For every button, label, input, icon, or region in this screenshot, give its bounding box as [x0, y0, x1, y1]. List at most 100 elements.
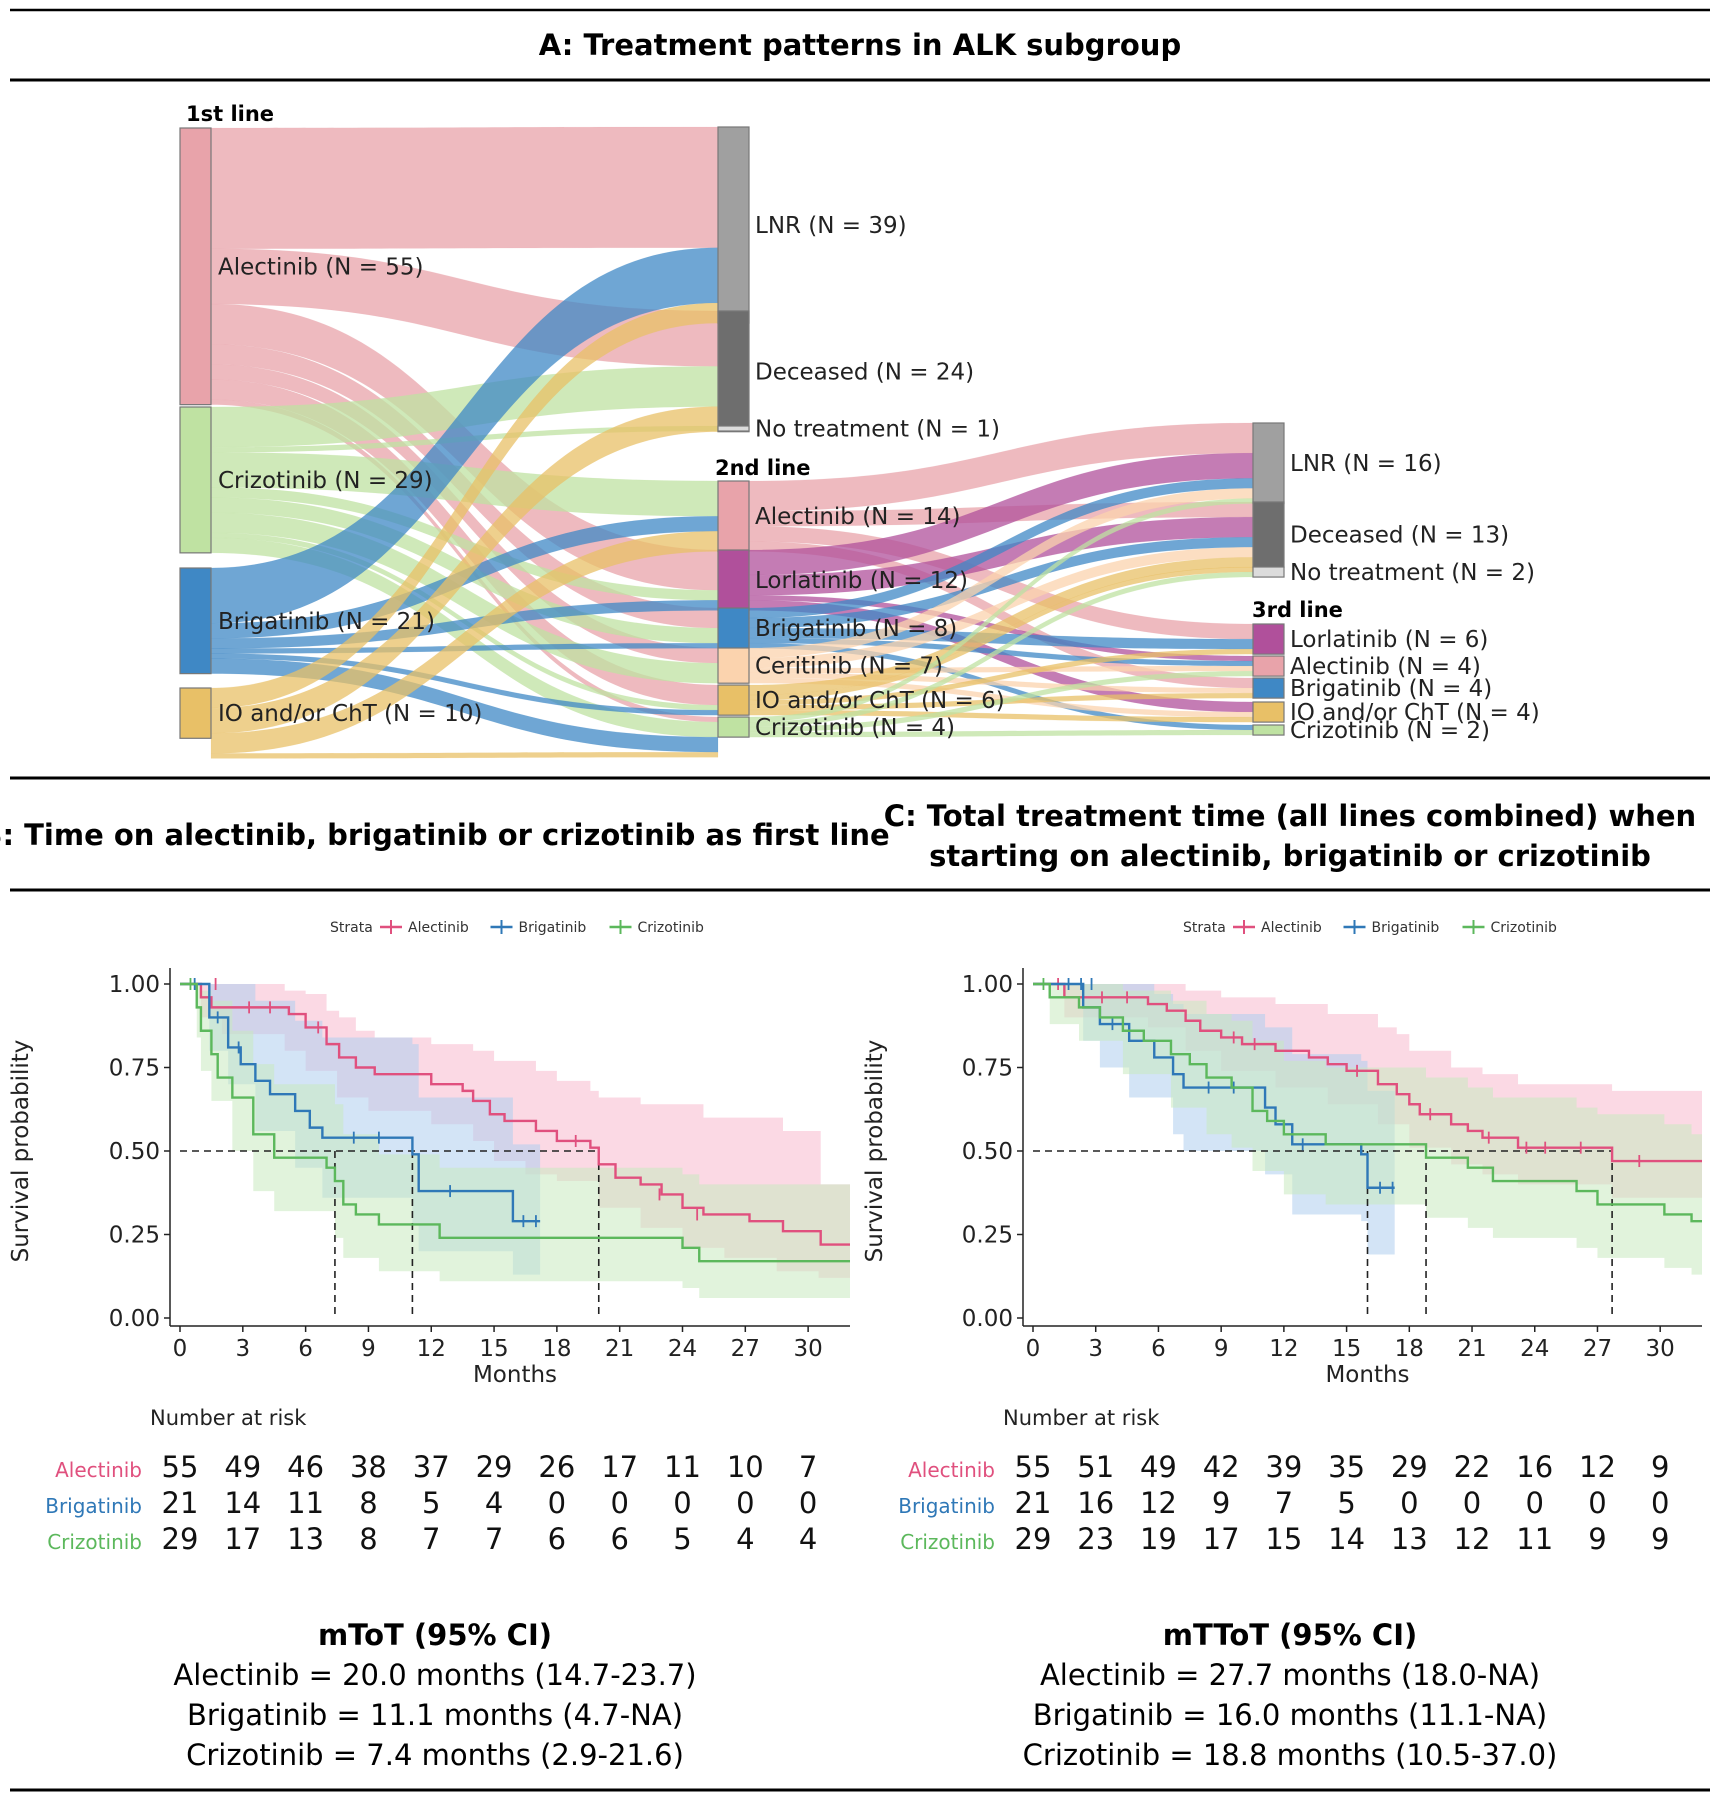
risk-value: 4	[736, 1522, 754, 1556]
sankey-label-brigatinib: Brigatinib (N = 21)	[218, 609, 435, 635]
x-tick-label: 21	[1457, 1336, 1486, 1362]
sankey-nodes: Alectinib (N = 55) Crizotinib (N = 29) Bri…	[179, 126, 1540, 744]
risk-value: 5	[1337, 1486, 1355, 1520]
panel-b-summary-crizotinib: Crizotinib = 7.4 months (2.9-21.6)	[186, 1738, 684, 1772]
sankey-flow	[210, 751, 719, 759]
risk-value: 6	[548, 1522, 566, 1556]
y-axis-label: Survival probability	[862, 1040, 888, 1263]
sankey-flows	[210, 126, 1254, 759]
risk-value: 49	[1140, 1450, 1177, 1484]
x-tick-label: 12	[1269, 1336, 1298, 1362]
panel-c-summary-title: mTToT (95% CI)	[1163, 1618, 1418, 1652]
risk-value: 0	[1526, 1486, 1544, 1520]
km-curve-alectinib	[180, 982, 850, 1246]
risk-value: 16	[1077, 1486, 1114, 1520]
sankey-label-notreat: No treatment (N = 1)	[755, 417, 1000, 443]
risk-value: 0	[673, 1486, 691, 1520]
risk-value: 29	[476, 1450, 513, 1484]
risk-value: 29	[1015, 1522, 1052, 1556]
risk-table-title: Number at risk	[1003, 1406, 1160, 1430]
x-tick-label: 12	[417, 1336, 446, 1362]
y-tick-label: 0.75	[109, 1056, 160, 1082]
sankey-node-io	[179, 687, 212, 739]
sankey-diagram: Alectinib (N = 55) Crizotinib (N = 29) Bri…	[179, 102, 1540, 759]
ci-band-crizotinib	[180, 984, 850, 1298]
sankey-label-brigatinib: Brigatinib (N = 4)	[1290, 676, 1492, 702]
risk-value: 22	[1454, 1450, 1491, 1484]
x-tick-label: 3	[235, 1336, 250, 1362]
header-third-line: 3rd line	[1252, 598, 1343, 622]
panel-b-summary-brigatinib: Brigatinib = 11.1 months (4.7-NA)	[187, 1698, 683, 1732]
risk-value: 21	[1015, 1486, 1052, 1520]
x-tick-label: 0	[173, 1336, 188, 1362]
y-tick-label: 0.50	[109, 1139, 160, 1165]
sankey-label-crizotinib: Crizotinib (N = 29)	[218, 468, 433, 494]
sankey-node-alectinib	[179, 127, 212, 406]
risk-value: 12	[1140, 1486, 1177, 1520]
risk-value: 9	[1588, 1522, 1606, 1556]
y-tick-label: 0.00	[109, 1306, 160, 1332]
risk-value: 5	[673, 1522, 691, 1556]
risk-value: 0	[1588, 1486, 1606, 1520]
panel-c-summary-alectinib: Alectinib = 27.7 months (18.0-NA)	[1040, 1658, 1540, 1692]
km-plot-c: Strata Alectinib Brigatinib Crizotinib 0.00 0…	[862, 920, 1702, 1556]
risk-value: 9	[1651, 1522, 1669, 1556]
sankey-label-crizotinib: Crizotinib (N = 2)	[1290, 718, 1490, 744]
sankey-node-deceased	[1252, 501, 1285, 568]
sankey-label-alectinib: Alectinib (N = 4)	[1290, 654, 1481, 680]
risk-value: 9	[1212, 1486, 1230, 1520]
sankey-node-brigatinib	[179, 567, 212, 675]
legend-label-crizotinib: Crizotinib	[638, 920, 704, 936]
risk-value: 35	[1328, 1450, 1365, 1484]
x-tick-label: 15	[479, 1336, 508, 1362]
y-tick-label: 0.25	[109, 1223, 160, 1249]
x-tick-label: 18	[1395, 1336, 1424, 1362]
x-tick-label: 27	[1583, 1336, 1612, 1362]
risk-value: 38	[350, 1450, 387, 1484]
legend-label-brigatinib: Brigatinib	[519, 920, 587, 936]
risk-value: 37	[413, 1450, 450, 1484]
x-tick-label: 27	[731, 1336, 760, 1362]
panel-c-title-line2: starting on alectinib, brigatinib or cri…	[929, 839, 1651, 873]
sankey-node-ceritinib	[717, 647, 750, 684]
risk-value: 4	[799, 1522, 817, 1556]
risk-value: 13	[1391, 1522, 1428, 1556]
risk-value: 23	[1077, 1522, 1114, 1556]
km-plot-b: Strata Alectinib Brigatinib Crizotinib 0.00 0…	[8, 920, 850, 1556]
y-axis-label: Survival probability	[8, 1040, 34, 1263]
x-tick-label: 15	[1332, 1336, 1361, 1362]
risk-row-label-alectinib: Alectinib	[55, 1458, 142, 1482]
sankey-node-crizotinib	[717, 716, 750, 738]
risk-value: 14	[224, 1486, 261, 1520]
risk-row-label-brigatinib: Brigatinib	[45, 1494, 142, 1518]
risk-value: 0	[799, 1486, 817, 1520]
sankey-label-brigatinib: Brigatinib (N = 8)	[755, 616, 957, 642]
sankey-node-lnr	[717, 126, 750, 324]
sankey-label-notreat: No treatment (N = 2)	[1290, 560, 1535, 586]
risk-value: 4	[485, 1486, 503, 1520]
y-tick-label: 0.50	[962, 1139, 1013, 1165]
sankey-label-deceased: Deceased (N = 24)	[755, 359, 974, 385]
sankey-flow	[210, 126, 719, 249]
risk-row-label-crizotinib: Crizotinib	[47, 1530, 142, 1554]
sankey-node-lorlatinib	[717, 549, 750, 611]
risk-value: 55	[162, 1450, 199, 1484]
risk-value: 12	[1579, 1450, 1616, 1484]
sankey-node-brigatinib	[717, 607, 750, 649]
sankey-label-lnr: LNR (N = 39)	[755, 213, 907, 239]
risk-value: 26	[538, 1450, 575, 1484]
sankey-label-lorlatinib: Lorlatinib (N = 6)	[1290, 627, 1488, 653]
x-tick-label: 0	[1026, 1336, 1041, 1362]
panel-b-title: B: Time on alectinib, brigatinib or criz…	[0, 818, 890, 852]
km-curve-brigatinib	[1033, 982, 1395, 1189]
risk-value: 17	[224, 1522, 261, 1556]
x-tick-label: 24	[1520, 1336, 1549, 1362]
risk-value: 8	[359, 1522, 377, 1556]
risk-value: 0	[548, 1486, 566, 1520]
risk-value: 29	[1391, 1450, 1428, 1484]
risk-value: 16	[1516, 1450, 1553, 1484]
sankey-node-io	[1252, 701, 1285, 723]
y-tick-label: 1.00	[962, 972, 1013, 998]
risk-value: 8	[359, 1486, 377, 1520]
